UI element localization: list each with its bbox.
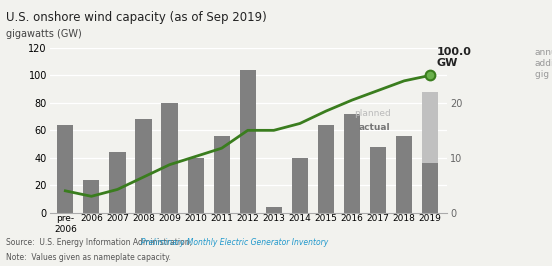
Text: Note:  Values given as nameplate capacity.: Note: Values given as nameplate capacity…	[6, 253, 171, 262]
Text: 100.0
GW: 100.0 GW	[437, 47, 471, 69]
Bar	[240, 70, 256, 213]
Bar	[344, 114, 360, 213]
Bar	[162, 103, 178, 213]
Bar	[214, 136, 230, 213]
Text: planned: planned	[354, 109, 391, 118]
Text: Preliminary Monthly Electric Generator Inventory: Preliminary Monthly Electric Generator I…	[141, 238, 328, 247]
Bar	[396, 136, 412, 213]
Bar	[292, 158, 308, 213]
Bar	[422, 92, 438, 163]
Bar	[370, 147, 386, 213]
Text: U.S. onshore wind capacity (as of Sep 2019): U.S. onshore wind capacity (as of Sep 20…	[6, 11, 266, 24]
Text: annual
additions
gig a watts: annual additions gig a watts	[534, 48, 552, 79]
Bar	[83, 180, 99, 213]
Bar	[57, 125, 73, 213]
Bar	[266, 207, 282, 213]
Bar	[422, 163, 438, 213]
Bar	[318, 125, 334, 213]
Text: gigawatts (GW): gigawatts (GW)	[6, 29, 81, 39]
Text: Source:  U.S. Energy Information Administration,: Source: U.S. Energy Information Administ…	[6, 238, 197, 247]
Text: actual: actual	[359, 123, 391, 132]
Bar	[135, 119, 152, 213]
Bar	[188, 158, 204, 213]
Bar	[109, 152, 125, 213]
